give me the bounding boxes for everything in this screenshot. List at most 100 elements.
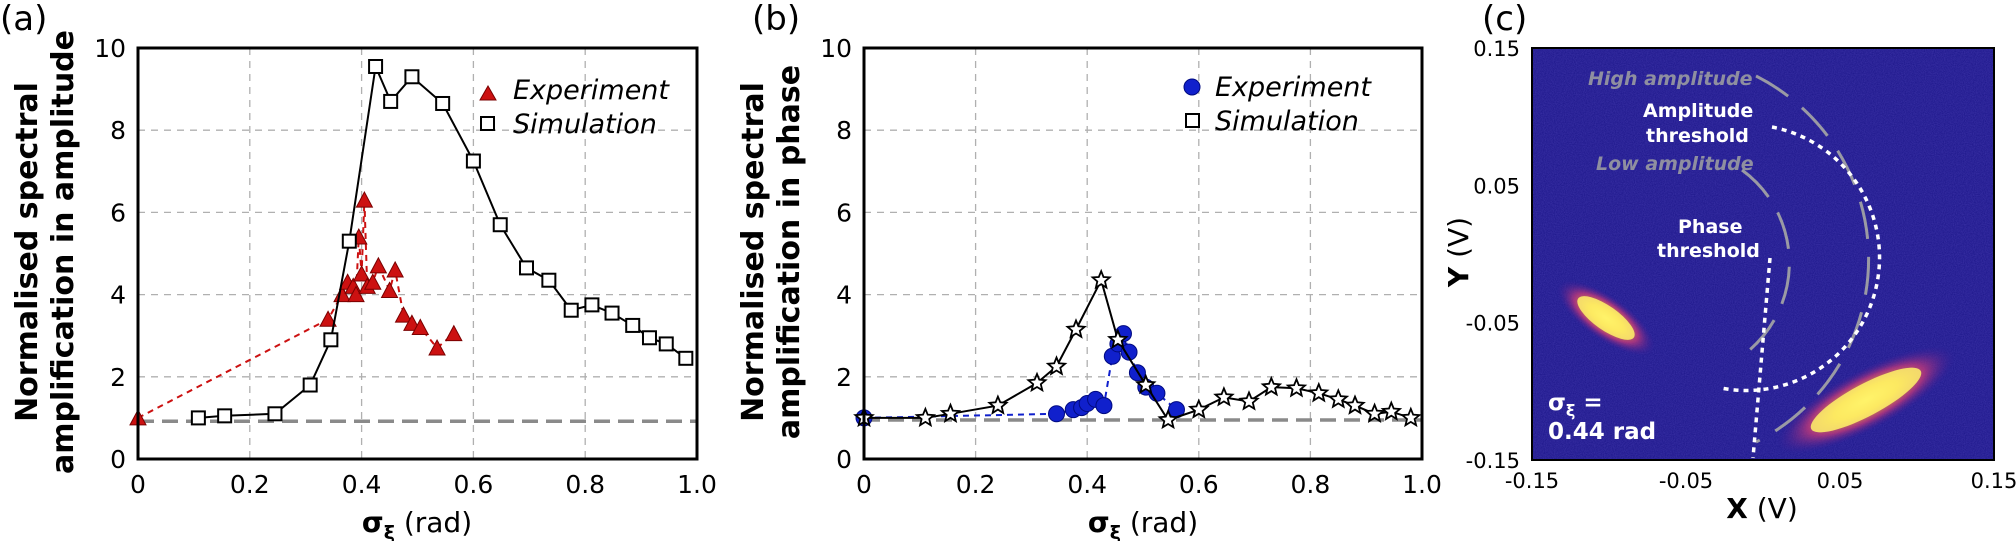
series-line-experiment [137, 200, 455, 419]
data-point-experiment [386, 260, 404, 278]
x-tick-label: 0 [856, 470, 872, 499]
series-group-a [129, 58, 694, 426]
phase-threshold-label-line2: threshold [1657, 240, 1760, 262]
low-amplitude-arc [1741, 168, 1791, 358]
chart-panel-c: High amplitude Amplitude threshold Low a… [1442, 37, 2016, 525]
x-axis-label-b: σξ (rad) [1088, 506, 1198, 541]
x-tick-label: 0.6 [1179, 470, 1219, 499]
high-amplitude-label: High amplitude [1588, 68, 1753, 90]
cluster-2-core [1810, 367, 1922, 433]
y-axis-label-a-line1: Normalised spectral [10, 82, 45, 422]
y-tick-label: 6 [836, 198, 852, 227]
sigma-annotation-equals: = [1575, 390, 1602, 416]
legend-label-experiment-a: Experiment [513, 75, 670, 106]
y-tick-label: 0.05 [1473, 174, 1520, 198]
data-point-simulation [1106, 328, 1129, 350]
plot-frame-c [1531, 47, 1995, 461]
y-tick-label: -0.05 [1466, 312, 1520, 336]
x-axis-unit-b: (rad) [1121, 506, 1198, 539]
series-group-b [853, 268, 1422, 430]
panel-label-b: (b) [752, 0, 800, 39]
data-point-simulation [604, 305, 620, 321]
cluster-1-core [1577, 296, 1635, 340]
data-point-simulation [658, 336, 674, 352]
data-point-simulation [267, 406, 283, 422]
plot-frame-a [136, 46, 699, 461]
data-point-simulation [1380, 400, 1403, 421]
data-point-experiment [445, 324, 463, 342]
chart-panel-b: 0 0.2 0.4 0.6 0.8 1.0 0 2 4 6 8 10 Normalised spect… [736, 34, 1442, 541]
data-point-simulation [563, 302, 579, 318]
data-point-simulation [1134, 373, 1157, 395]
sigma-annotation-value: 0.44 rad [1548, 419, 1656, 445]
x-tick-label: 0.2 [956, 470, 996, 499]
data-point-simulation [625, 317, 641, 333]
high-amplitude-arc [1755, 74, 1871, 444]
data-point-simulation [217, 408, 233, 424]
x-axis-subscript-b: ξ [1110, 522, 1121, 541]
data-point-simulation [1344, 394, 1366, 415]
data-point-simulation [368, 58, 384, 74]
y-tick-label: 10 [94, 34, 126, 63]
y-axis-symbol-c: Y [1442, 266, 1475, 288]
y-tick-label: 0.15 [1473, 37, 1520, 61]
data-point-experiment [403, 314, 421, 331]
data-point-experiment [1048, 405, 1066, 423]
x-tick-label: -0.15 [1505, 469, 1559, 493]
data-point-simulation [1238, 390, 1260, 411]
sigma-annotation-symbol: σ [1548, 390, 1566, 416]
legend-marker-experiment-b [1183, 78, 1201, 96]
data-point-simulation [541, 272, 557, 288]
chart-panel-a: 0 0.2 0.4 0.6 0.8 1.0 0 2 4 6 8 10 Normalised spect… [10, 30, 717, 541]
x-axis-symbol-b: σ [1088, 506, 1110, 539]
data-point-simulation [914, 406, 937, 428]
data-point-experiment [411, 318, 430, 335]
data-point-simulation [302, 377, 318, 393]
data-point-experiment [319, 310, 337, 327]
y-tick-label: 6 [110, 198, 126, 227]
data-point-experiment [394, 306, 413, 323]
data-point-simulation [1045, 355, 1068, 376]
y-axis-label-a-line2: amplification in amplitude [46, 30, 81, 474]
y-tick-label: 8 [836, 116, 852, 145]
data-point-simulation [1400, 406, 1422, 428]
data-point-simulation [465, 153, 481, 169]
x-axis-subscript-a: ξ [384, 522, 395, 541]
data-point-experiment [347, 285, 365, 303]
panel-label-a: (a) [0, 0, 47, 39]
data-point-simulation [1213, 386, 1235, 407]
x-axis-symbol-a: σ [362, 506, 384, 539]
x-tick-label: 0.4 [342, 470, 382, 499]
data-point-simulation [492, 217, 508, 233]
data-point-simulation [1065, 318, 1087, 339]
x-tick-label: 0.05 [1817, 469, 1864, 493]
legend-label-experiment-b: Experiment [1215, 72, 1372, 103]
sigma-annotation-subscript: ξ [1566, 401, 1575, 420]
data-point-simulation [678, 350, 694, 366]
x-tick-label: 0 [130, 470, 146, 499]
data-point-simulation [1307, 381, 1330, 403]
amplitude-threshold-label-line2: threshold [1646, 125, 1749, 147]
y-tick-label: 4 [836, 281, 852, 310]
x-axis-unit-a: (rad) [395, 506, 472, 539]
x-tick-label: 0.8 [565, 470, 605, 499]
x-tick-label: 1.0 [1402, 470, 1442, 499]
amplitude-threshold-arc [1720, 125, 1882, 393]
amplitude-threshold-label-line1: Amplitude [1643, 100, 1753, 122]
data-point-simulation [383, 93, 399, 109]
phase-threshold-line [1751, 257, 1772, 459]
x-tick-label: 0.4 [1067, 470, 1107, 499]
legend-marker-experiment-a [479, 84, 497, 101]
grid-a [138, 48, 697, 459]
low-amplitude-label: Low amplitude [1596, 153, 1754, 175]
data-point-simulation [435, 95, 451, 111]
phase-threshold-label-line1: Phase [1678, 216, 1742, 238]
data-point-simulation [1327, 388, 1350, 409]
data-point-experiment [380, 281, 399, 298]
panel-label-c: (c) [1482, 0, 1527, 39]
y-axis-label-b-line1: Normalised spectral [736, 82, 771, 422]
data-point-experiment [428, 338, 446, 356]
data-point-simulation [190, 410, 206, 426]
y-tick-label: 2 [836, 363, 852, 392]
